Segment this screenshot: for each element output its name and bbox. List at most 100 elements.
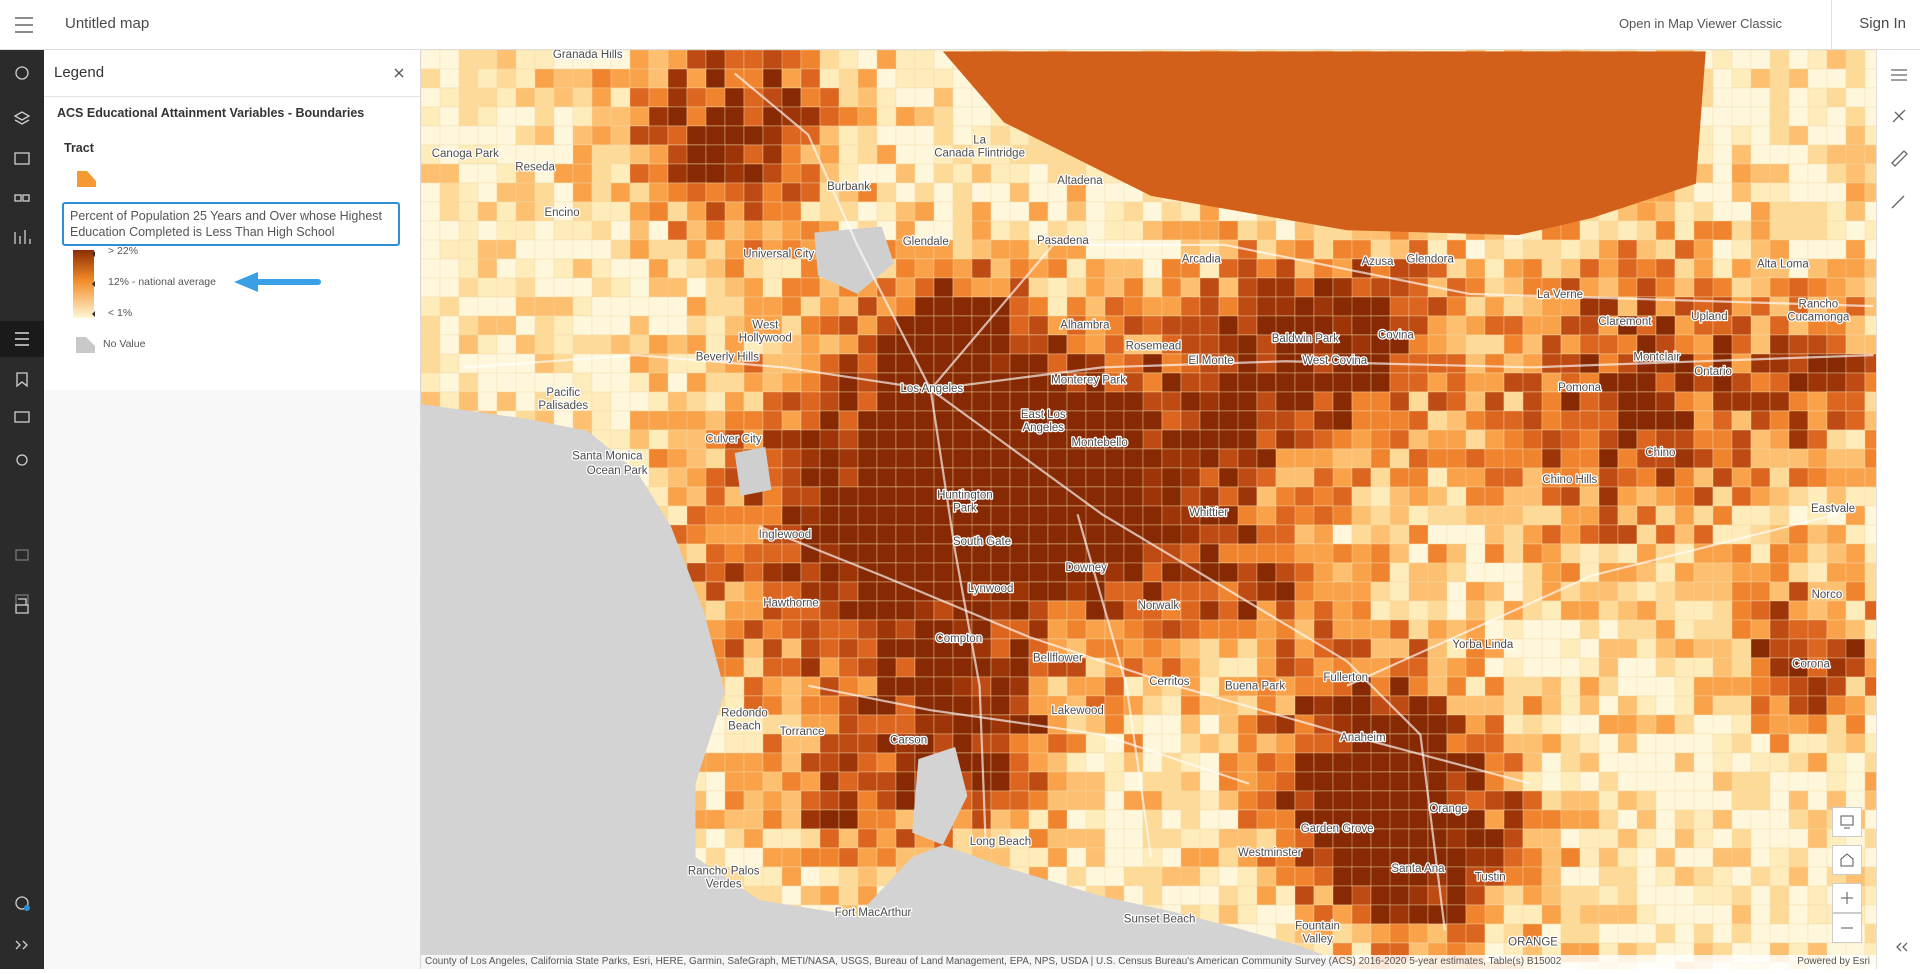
place-label: Lynwood [968,583,1014,595]
zoom-out[interactable] [1832,913,1862,943]
map-title[interactable]: Untitled map [65,15,150,32]
tract [477,391,498,412]
home-button[interactable] [1832,845,1862,875]
tract [591,220,612,241]
collapse-icon[interactable] [1896,942,1908,952]
tract [1655,771,1676,792]
tract [1826,562,1847,583]
sublayer-name: Tract [64,141,94,155]
tract [1674,220,1695,241]
tract [1560,885,1581,906]
settings-icon[interactable] [16,454,28,466]
tract [667,106,688,127]
tract [1845,619,1866,640]
charts-icon[interactable] [14,230,31,244]
tract [591,125,612,146]
tract [952,239,973,260]
configure-icon[interactable] [1891,195,1905,209]
tract [1826,372,1847,393]
tract [914,600,935,621]
tract [762,828,783,849]
tract [1351,714,1372,735]
tract [1465,429,1486,450]
legend-icon[interactable] [15,332,29,346]
tract [1047,790,1068,811]
tract [1503,448,1524,469]
tract [1731,790,1752,811]
tract [1522,353,1543,374]
tract [743,809,764,830]
tract [1180,885,1201,906]
tract [762,790,783,811]
tract [1579,752,1600,773]
tract [1370,486,1391,507]
effects-icon[interactable] [1892,109,1906,123]
add-icon[interactable] [15,66,29,80]
tract [1427,315,1448,336]
tract [1275,524,1296,545]
tract [857,87,878,108]
powered-by[interactable]: Powered by Esri [1797,956,1870,967]
tract [1370,372,1391,393]
tract [1598,239,1619,260]
tract-symbol [77,171,96,187]
tract [933,277,954,298]
tract [971,220,992,241]
tract [1180,638,1201,659]
tract [1066,600,1087,621]
layers-icon[interactable] [13,111,31,125]
tract [838,50,859,70]
tract [1807,372,1828,393]
tract [724,50,745,70]
tract [610,68,631,89]
tract [1598,866,1619,887]
properties-icon[interactable] [1891,69,1907,81]
tract [838,638,859,659]
tables-icon[interactable] [14,152,30,165]
zoom-in[interactable] [1832,883,1862,913]
view-button[interactable] [1832,807,1862,837]
tract [1313,277,1334,298]
tract [1199,771,1220,792]
tract [1028,277,1049,298]
sign-in[interactable]: Sign In [1859,15,1906,32]
tract [458,50,479,70]
tract [1807,676,1828,697]
tract [1769,600,1790,621]
info-icon[interactable] [15,896,29,910]
tract [1845,771,1866,792]
tract [1256,638,1277,659]
tract [1617,467,1638,488]
tract [1750,372,1771,393]
tract [1769,410,1790,431]
menu-button[interactable] [15,17,35,33]
folder-icon[interactable] [14,411,30,423]
tract [1465,315,1486,336]
tract [1294,638,1315,659]
tract [1408,619,1429,640]
tract [1826,448,1847,469]
classic-link[interactable]: Open in Map Viewer Classic [1618,16,1782,31]
styles-icon[interactable] [1891,150,1908,167]
tract [1788,904,1809,925]
tract [1180,828,1201,849]
tract [990,448,1011,469]
tract [1142,258,1163,279]
close-button[interactable] [393,67,405,79]
tract [1237,904,1258,925]
tract [1237,334,1258,355]
widgets-icon[interactable] [14,194,22,202]
tract [1389,429,1410,450]
tract [724,277,745,298]
tract [1237,828,1258,849]
bookmarks-icon[interactable] [16,372,28,388]
expand-icon[interactable] [15,940,28,950]
print-icon[interactable] [15,598,29,614]
tract [1750,733,1771,754]
tract [1636,695,1657,716]
tract [1085,410,1106,431]
tract [1142,828,1163,849]
tract [1009,201,1030,222]
tract [629,87,650,108]
